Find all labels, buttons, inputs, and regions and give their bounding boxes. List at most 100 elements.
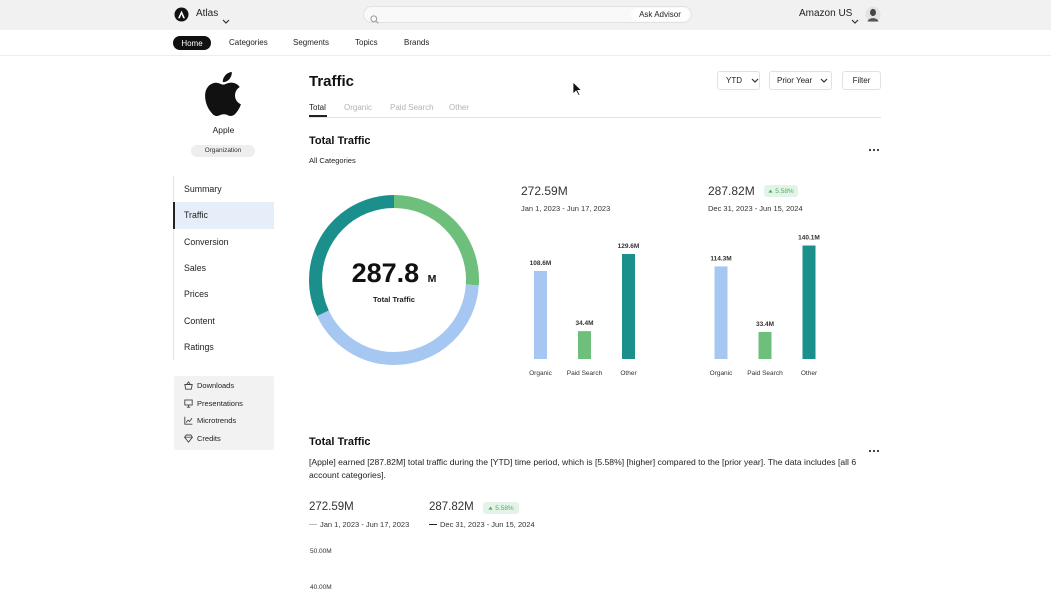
bar-value-label: 114.3M xyxy=(710,255,731,262)
tab-other[interactable]: Other xyxy=(449,103,470,112)
current-period-dates: Dec 31, 2023 - Jun 15, 2024 xyxy=(708,203,803,213)
period-select[interactable]: YTD xyxy=(717,71,760,90)
prior-period-dates: Jan 1, 2023 - Jun 17, 2023 xyxy=(521,203,611,213)
sidebar-item-summary[interactable]: Summary xyxy=(184,184,222,195)
donut-center-value: 287.8 xyxy=(351,258,420,288)
diamond-icon xyxy=(184,434,193,444)
nav-tab-home[interactable]: Home xyxy=(173,36,211,50)
top-bar: Atlas Ask Advisor Amazon US xyxy=(0,0,1051,30)
nav-tab-topics[interactable]: Topics xyxy=(355,38,378,47)
legend-prior-label: Jan 1, 2023 - Jun 17, 2023 xyxy=(320,519,410,529)
change-badge: 5.58% xyxy=(764,185,798,197)
bar-category-label: Organic xyxy=(529,370,553,377)
nav-tab-categories[interactable]: Categories xyxy=(229,38,268,47)
brand-type-badge: Organization xyxy=(191,145,255,157)
tool-label: Presentations xyxy=(197,398,243,408)
bar-value-label: 129.6M xyxy=(618,243,640,250)
bar-value-label: 140.1M xyxy=(798,235,820,242)
arrow-up-icon xyxy=(488,506,493,510)
bar-value-label: 34.4M xyxy=(575,320,593,327)
donut-center-unit: M xyxy=(427,273,437,285)
donut-segment[interactable] xyxy=(309,195,479,365)
sidebar-item-ratings[interactable]: Ratings xyxy=(184,341,214,352)
app-name[interactable]: Atlas xyxy=(196,8,219,19)
bar-category-label: Other xyxy=(620,370,637,377)
sidebar-item-prices[interactable]: Prices xyxy=(184,289,209,300)
period-select-value: YTD xyxy=(726,76,742,85)
tab-paid-search[interactable]: Paid Search xyxy=(390,103,434,112)
bar-category-label: Organic xyxy=(710,370,734,377)
bar[interactable] xyxy=(802,245,816,359)
bar[interactable] xyxy=(534,271,547,359)
section-title: Total Traffic xyxy=(309,436,371,448)
bar[interactable] xyxy=(622,254,635,359)
basket-icon xyxy=(184,381,193,390)
avatar[interactable] xyxy=(865,6,881,23)
nav-tab-brands[interactable]: Brands xyxy=(404,38,430,47)
section-subtitle: All Categories xyxy=(309,155,356,165)
bar[interactable] xyxy=(578,331,591,359)
sidebar-item-content[interactable]: Content xyxy=(184,315,215,326)
bar-category-label: Other xyxy=(801,370,818,377)
legend-prior-total: 272.59M xyxy=(309,501,354,513)
donut-segment[interactable] xyxy=(309,195,479,365)
donut-center-label: Total Traffic xyxy=(373,295,415,304)
sidebar-tools: Downloads Presentations Microtrends Cred… xyxy=(174,376,274,450)
section-title: Total Traffic xyxy=(309,135,371,147)
tab-active-underline xyxy=(309,115,327,117)
trend-chart-icon xyxy=(184,417,193,426)
bar-value-label: 108.6M xyxy=(530,260,552,267)
chevron-down-icon xyxy=(751,78,759,83)
legend-current-total: 287.82M xyxy=(429,501,474,513)
donut-center: 287.8 M Total Traffic xyxy=(309,195,479,365)
main-nav xyxy=(0,30,1051,56)
tab-total[interactable]: Total xyxy=(309,103,326,112)
donut-center-value-row: 287.8 M xyxy=(309,257,479,289)
tool-microtrends[interactable]: Microtrends xyxy=(174,412,274,430)
tool-label: Credits xyxy=(197,434,221,444)
chevron-down-icon[interactable] xyxy=(851,11,859,30)
mouse-cursor xyxy=(572,81,583,97)
comparison-select[interactable]: Prior Year xyxy=(769,71,832,90)
tabs-divider xyxy=(309,117,881,118)
sidebar-item-conversion[interactable]: Conversion xyxy=(184,236,229,247)
y-tick-label: 50.00M xyxy=(310,548,332,555)
donut-chart xyxy=(309,195,479,365)
comparison-select-value: Prior Year xyxy=(777,76,813,85)
tool-downloads[interactable]: Downloads xyxy=(174,377,274,395)
chevron-down-icon[interactable] xyxy=(222,11,230,30)
tool-label: Microtrends xyxy=(197,416,237,426)
arrow-up-icon xyxy=(768,189,773,193)
legend-current-label: Dec 31, 2023 - Jun 15, 2024 xyxy=(440,519,535,529)
bar[interactable] xyxy=(714,266,728,359)
change-badge: 5.58% xyxy=(483,502,519,514)
sidebar-item-traffic[interactable]: Traffic xyxy=(173,202,274,229)
more-options-icon[interactable] xyxy=(868,139,880,152)
filter-button[interactable]: Filter xyxy=(842,71,881,90)
tool-credits[interactable]: Credits xyxy=(174,430,274,448)
sidebar-item-sales[interactable]: Sales xyxy=(184,263,207,274)
search-input[interactable] xyxy=(386,8,626,21)
ask-advisor-button[interactable]: Ask Advisor xyxy=(631,8,689,21)
marketplace-selector[interactable]: Amazon US xyxy=(799,8,853,19)
legend-prior-swatch xyxy=(309,523,317,525)
filter-button-label: Filter xyxy=(852,76,871,85)
presentation-icon xyxy=(184,399,193,408)
bar-value-label: 33.4M xyxy=(756,321,774,328)
tab-organic[interactable]: Organic xyxy=(344,103,373,112)
summary-text: [Apple] earned [287.82M] total traffic d… xyxy=(309,456,857,480)
atlas-logo-icon[interactable] xyxy=(174,7,189,22)
bar-category-label: Paid Search xyxy=(567,370,603,377)
sidebar-nav: Summary Traffic Conversion Sales Prices … xyxy=(173,176,274,361)
current-period-total: 287.82M xyxy=(708,184,755,198)
tool-presentations[interactable]: Presentations xyxy=(174,395,274,413)
change-value: 5.58% xyxy=(775,187,794,195)
more-options-icon[interactable] xyxy=(868,440,880,453)
bar[interactable] xyxy=(758,331,772,359)
brand-name: Apple xyxy=(212,125,235,135)
nav-tab-segments[interactable]: Segments xyxy=(293,38,330,47)
chevron-down-icon xyxy=(820,78,828,83)
search-icon xyxy=(370,10,379,29)
tool-label: Downloads xyxy=(197,381,235,391)
change-value: 5.58% xyxy=(495,504,514,512)
